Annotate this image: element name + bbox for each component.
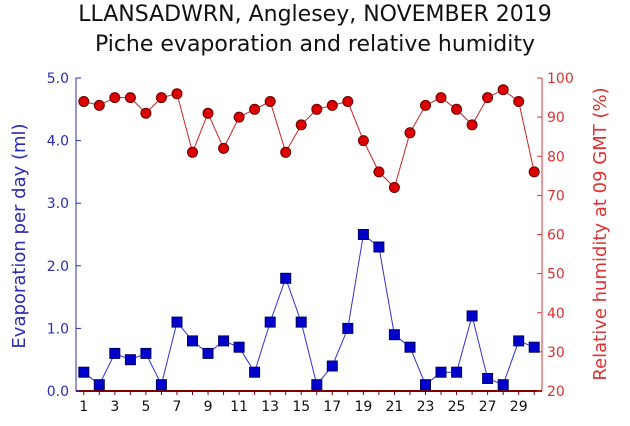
y-tick-right-label: 60: [547, 228, 565, 244]
humidity-point: [295, 119, 307, 131]
y-tick-left-label: 2.0: [47, 259, 69, 275]
evaporation-series-line: [83, 233, 535, 387]
x-tick-label: 17: [323, 399, 341, 415]
humidity-point: [202, 107, 214, 119]
humidity-point: [311, 103, 323, 115]
humidity-point: [373, 166, 385, 178]
humidity-point: [326, 99, 338, 111]
x-tick-label: 9: [204, 399, 213, 415]
humidity-point: [482, 92, 494, 104]
y-tick-right-label: 50: [547, 267, 565, 283]
x-tick-label: 5: [141, 399, 150, 415]
evaporation-point: [187, 335, 198, 347]
y-tick-right-label: 40: [547, 306, 565, 322]
humidity-point: [218, 142, 230, 154]
evaporation-point: [528, 341, 540, 353]
humidity-point: [497, 84, 509, 96]
y-tick-left-label: 4.0: [47, 134, 69, 150]
evaporation-point: [466, 310, 478, 322]
evaporation-point: [78, 366, 90, 378]
humidity-point: [466, 119, 478, 131]
chart-title: LLANSADWRN, Anglesey, NOVEMBER 2019: [78, 2, 552, 27]
evaporation-point: [451, 366, 463, 378]
y-tick-left-label: 0.0: [47, 384, 69, 400]
evaporation-point: [93, 379, 105, 391]
x-tick-label: 13: [261, 399, 279, 415]
humidity-point: [171, 88, 183, 100]
evaporation-point: [264, 316, 276, 328]
humidity-point: [155, 92, 167, 104]
humidity-point: [404, 127, 416, 139]
humidity-point: [528, 166, 540, 178]
humidity-point: [280, 146, 292, 158]
y-tick-right-label: 80: [547, 149, 565, 165]
evaporation-point: [482, 373, 494, 384]
humidity-point: [124, 92, 136, 104]
x-tick-label: 7: [173, 399, 182, 415]
humidity-point: [357, 135, 369, 147]
x-tick-label: 25: [448, 399, 466, 415]
y-tick-right-label: 100: [547, 71, 574, 87]
evaporation-point: [218, 335, 230, 347]
evaporation-point: [124, 354, 136, 366]
series-layer: [78, 84, 540, 391]
evaporation-point: [280, 272, 292, 284]
humidity-point: [342, 96, 354, 107]
humidity-point: [109, 92, 121, 104]
humidity-point: [264, 96, 276, 107]
evaporation-point: [497, 379, 509, 391]
y-tick-right-label: 70: [547, 188, 565, 204]
humidity-point: [420, 99, 431, 111]
x-tick-label: 19: [354, 399, 372, 415]
x-tick-label: 27: [479, 399, 497, 415]
humidity-point: [93, 99, 105, 111]
y-tick-right-label: 30: [547, 345, 565, 361]
evaporation-point: [420, 379, 431, 391]
y-tick-left-label: 3.0: [47, 196, 69, 212]
evaporation-point: [202, 347, 214, 359]
x-tick-label: 21: [386, 399, 404, 415]
evaporation-point: [342, 322, 354, 334]
x-tick-label: 15: [292, 399, 310, 415]
y-tick-right-label: 90: [547, 110, 565, 126]
humidity-point: [233, 111, 245, 123]
x-tick-label: 23: [417, 399, 435, 415]
humidity-point: [78, 96, 90, 107]
humidity-point: [140, 107, 152, 119]
evaporation-point: [155, 379, 167, 391]
y-axis-label-right: Relative humidity at 09 GMT (%): [590, 87, 611, 380]
x-tick-label: 3: [110, 399, 119, 415]
evaporation-point: [311, 379, 323, 391]
humidity-point: [451, 103, 463, 115]
evaporation-point: [435, 366, 447, 378]
evaporation-point: [295, 316, 307, 328]
evaporation-point: [326, 360, 338, 372]
chart-subtitle: Piche evaporation and relative humidity: [94, 32, 536, 57]
evaporation-point: [249, 366, 261, 378]
evaporation-point: [513, 335, 525, 347]
x-tick-label: 11: [230, 399, 248, 415]
humidity-point: [513, 96, 525, 107]
y-tick-left-label: 5.0: [47, 71, 69, 87]
evaporation-point: [171, 316, 183, 328]
evaporation-point: [357, 229, 369, 240]
evaporation-point: [373, 241, 385, 253]
x-tick-label: 1: [79, 399, 88, 415]
y-tick-right-label: 20: [547, 384, 565, 400]
humidity-point: [187, 146, 198, 158]
x-tick-label: 29: [510, 399, 528, 415]
evaporation-point: [140, 347, 152, 359]
evaporation-point: [404, 341, 416, 353]
evaporation-point: [388, 329, 400, 341]
y-axis-label-left: Evaporation per day (ml): [9, 123, 30, 348]
evaporation-point: [109, 347, 121, 359]
evaporation-point: [233, 341, 245, 353]
humidity-point: [249, 103, 261, 115]
y-tick-left-label: 1.0: [47, 321, 69, 337]
humidity-point: [388, 182, 400, 193]
humidity-series-line: [83, 89, 535, 189]
humidity-point: [435, 92, 447, 104]
